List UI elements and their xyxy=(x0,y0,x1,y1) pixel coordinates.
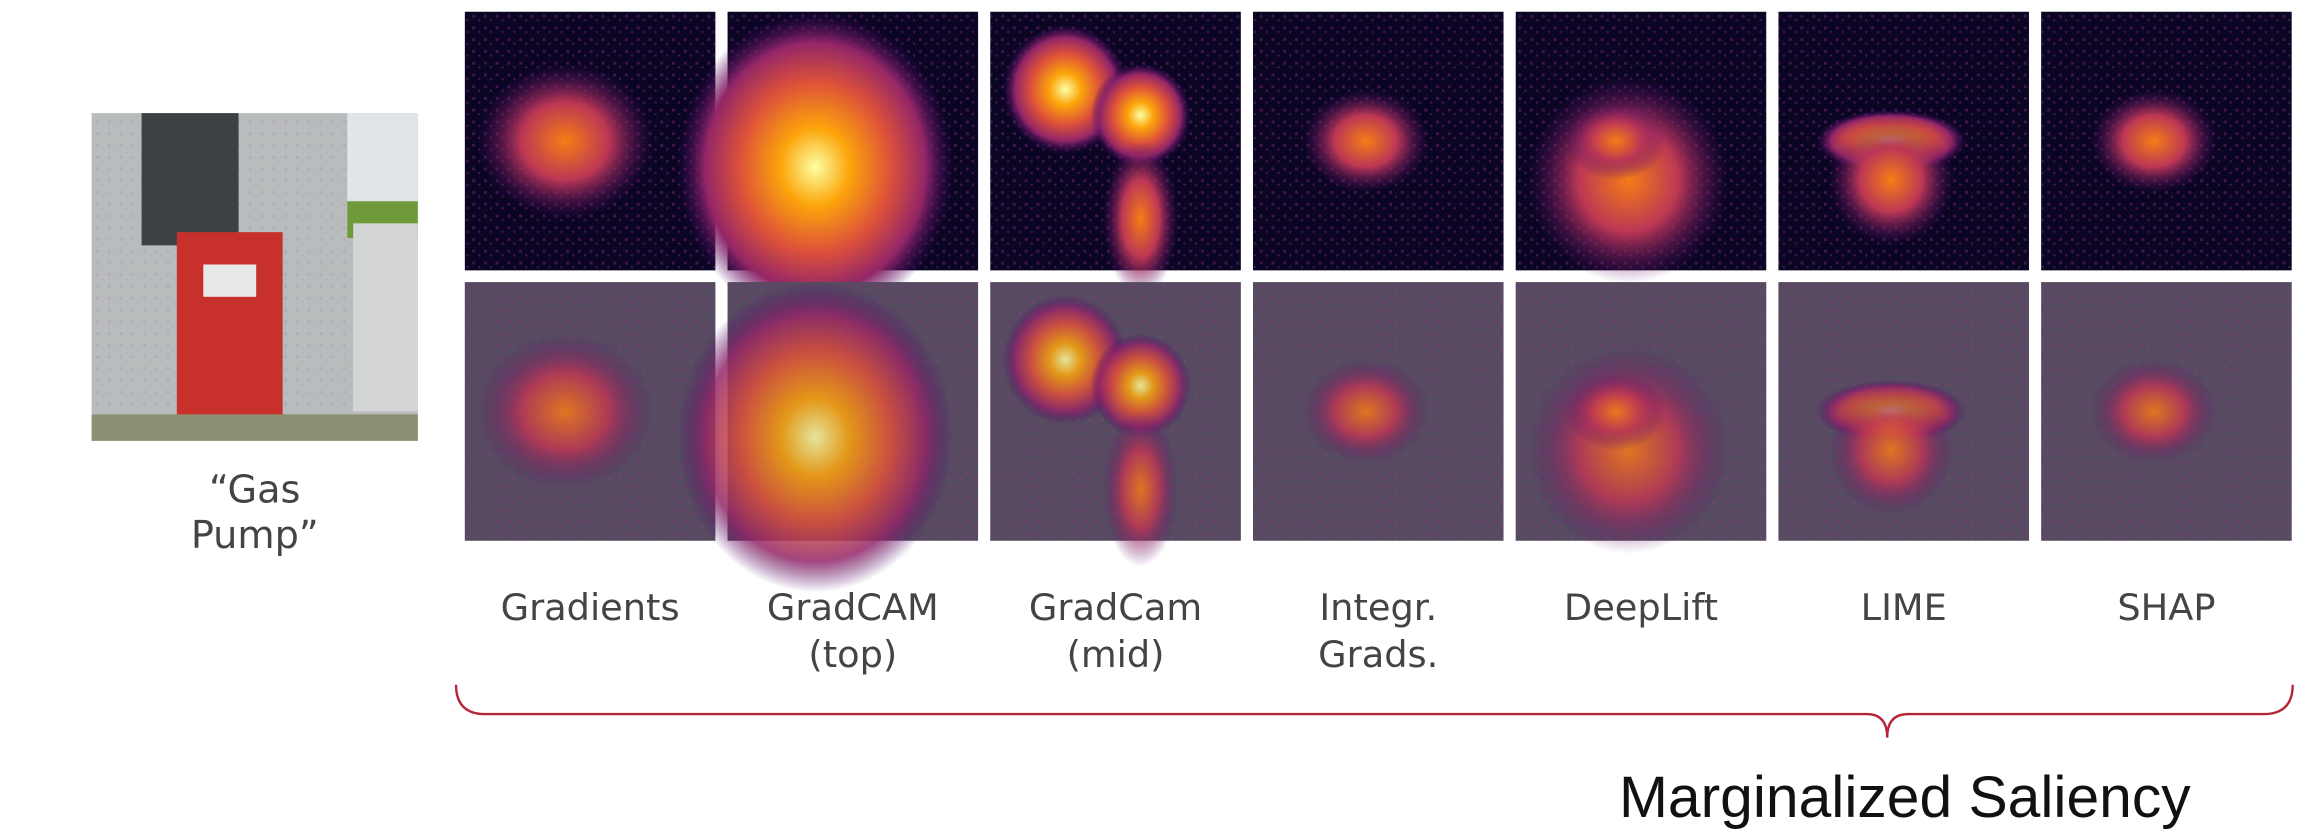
figure: “GasPump” Gradients GradCAM(top) GradCam(m… xyxy=(0,0,2305,839)
saliency-glow xyxy=(1303,89,1428,192)
saliency-glow xyxy=(1829,115,1954,244)
saliency-glow xyxy=(477,63,652,218)
saliency-glow xyxy=(1303,360,1428,463)
method-label: LIME xyxy=(1861,586,1947,629)
method-label: DeepLift xyxy=(1564,586,1718,629)
saliency-glow xyxy=(1566,373,1666,451)
caption-line: Pump” xyxy=(191,514,319,558)
saliency-glow xyxy=(477,334,652,489)
method-label: Gradients xyxy=(501,586,680,629)
method-label: Grads. xyxy=(1318,633,1438,676)
method-label: GradCAM xyxy=(767,586,939,629)
saliency-glow xyxy=(1103,141,1178,296)
input-photo xyxy=(92,113,418,441)
saliency-glow xyxy=(677,282,953,592)
saliency-glow xyxy=(677,12,953,322)
group-brace xyxy=(456,685,2293,738)
saliency-glow xyxy=(1566,102,1666,180)
saliency-glow xyxy=(2091,360,2216,463)
group-label: Marginalized Saliency xyxy=(1619,765,2191,830)
method-label: GradCam xyxy=(1029,586,1202,629)
saliency-glow xyxy=(1103,411,1178,566)
saliency-glow xyxy=(2091,89,2216,192)
caption-line: “Gas xyxy=(209,469,300,513)
method-label: SHAP xyxy=(2117,586,2215,629)
method-label: (mid) xyxy=(1067,633,1165,676)
method-label: Integr. xyxy=(1319,586,1437,629)
method-label: (top) xyxy=(808,633,897,676)
saliency-glow xyxy=(1829,386,1954,515)
